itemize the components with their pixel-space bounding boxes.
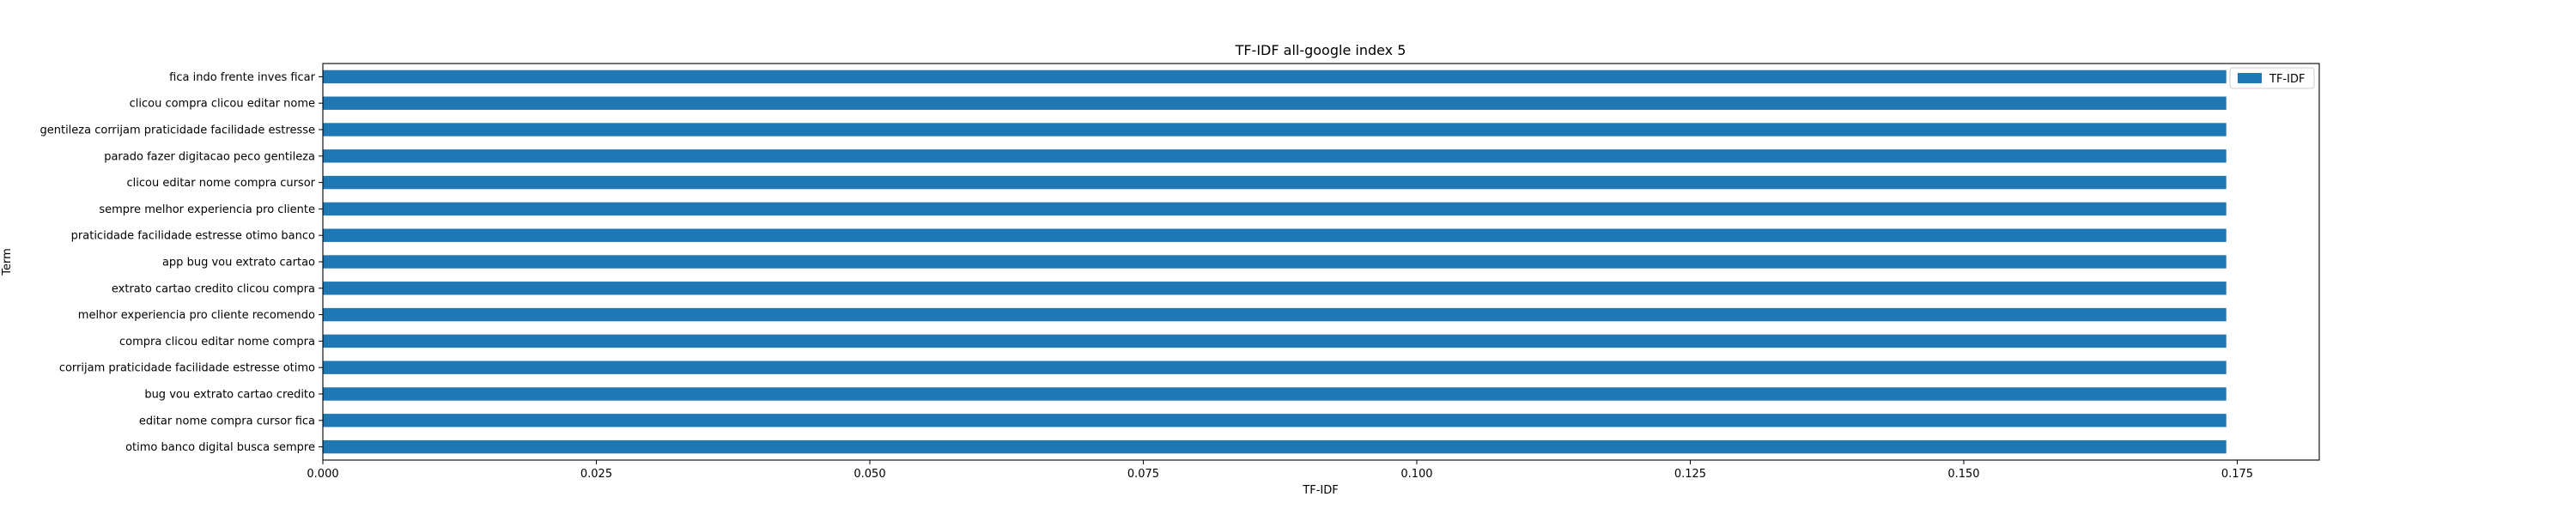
y-tick-label: editar nome compra cursor fica: [139, 415, 315, 427]
y-tick-label: clicou editar nome compra cursor: [127, 177, 316, 190]
legend-label: TF-IDF: [2269, 73, 2305, 86]
y-tick-label: fica indo frente inves ficar: [169, 71, 315, 84]
x-axis-label: TF-IDF: [1302, 484, 1338, 497]
bar: [323, 414, 2227, 427]
bar: [323, 70, 2227, 84]
bar: [323, 96, 2227, 110]
bar: [323, 334, 2227, 348]
bar: [323, 360, 2227, 374]
bar: [323, 255, 2227, 269]
bar: [323, 307, 2227, 322]
x-tick-label: 0.000: [307, 468, 338, 481]
bar: [323, 175, 2227, 190]
y-tick-label: compra clicou editar nome compra: [119, 336, 315, 348]
bar: [323, 228, 2227, 242]
bar: [323, 123, 2227, 136]
y-axis-ticks: fica indo frente inves ficar clicou compr…: [39, 71, 323, 454]
bar: [323, 149, 2227, 163]
x-tick-label: 0.025: [580, 468, 612, 481]
legend-swatch: [2238, 73, 2262, 83]
y-tick-label: bug vou extrato cartao credito: [144, 389, 315, 402]
y-tick-label: praticidade facilidade estresse otimo ba…: [71, 230, 315, 243]
y-tick-label: app bug vou extrato cartao: [162, 257, 315, 270]
bar: [323, 439, 2227, 454]
y-tick-label: melhor experiencia pro cliente recomendo: [78, 309, 315, 322]
bar: [323, 387, 2227, 401]
y-axis-label: Term: [1, 248, 14, 276]
x-tick-label: 0.050: [854, 468, 885, 481]
plot-frame: [322, 63, 2320, 461]
x-tick-label: 0.075: [1127, 468, 1159, 481]
x-tick-label: 0.175: [2221, 468, 2253, 481]
x-tick-label: 0.125: [1674, 468, 1706, 481]
x-tick-label: 0.100: [1400, 468, 1432, 481]
y-tick-label: sempre melhor experiencia pro cliente: [99, 203, 315, 216]
x-tick-label: 0.150: [1947, 468, 1979, 481]
chart-title: TF-IDF all-google index 5: [1235, 42, 1406, 58]
bar: [323, 282, 2227, 295]
y-tick-label: corrijam praticidade facilidade estresse…: [59, 362, 315, 375]
bar: [323, 202, 2227, 216]
y-tick-label: gentileza corrijam praticidade facilidad…: [39, 124, 315, 137]
bars-layer: [323, 70, 2227, 454]
x-axis-ticks: 0.000 0.025 0.050 0.075 0.100 0.125 0.150 0.175: [307, 460, 2253, 481]
y-tick-label: extrato cartao credito clicou compra: [112, 282, 315, 295]
y-tick-label: otimo banco digital busca sempre: [125, 441, 315, 454]
y-tick-label: parado fazer digitacao peco gentileza: [104, 150, 315, 163]
legend: TF-IDF: [2229, 67, 2315, 89]
y-tick-label: clicou compra clicou editar nome: [130, 98, 315, 111]
